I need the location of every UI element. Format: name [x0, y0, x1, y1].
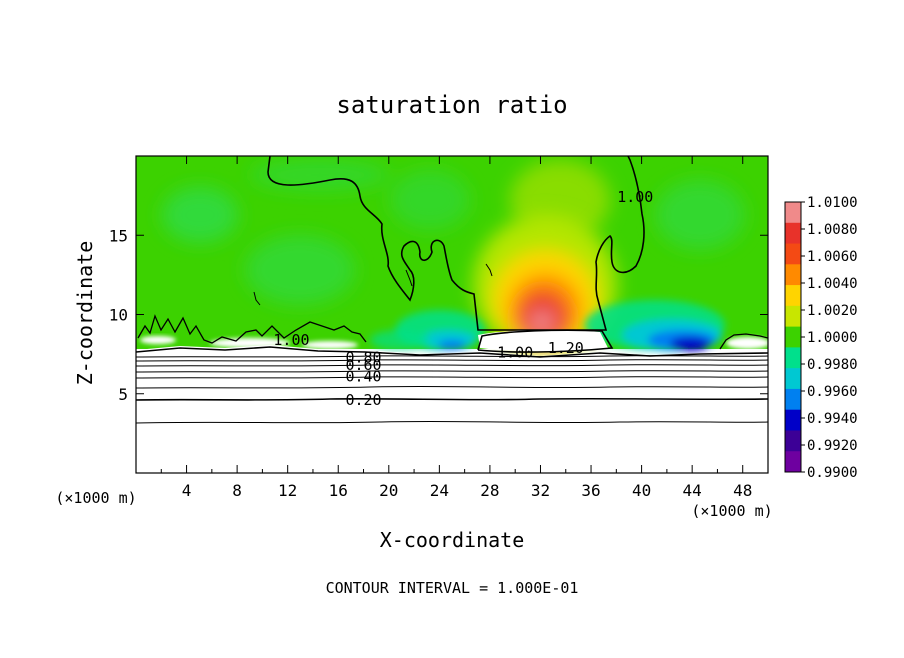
- colorbar: 1.0100 1.0080 1.0060 1.0040 1.0020 1.0000 0.99…: [784, 195, 858, 481]
- x-axis: 4 8 12 16 20 24 28 32 36 40 44 48: [160, 156, 752, 500]
- colorbar-swatch: [785, 264, 801, 286]
- colorbar-tick-label: 0.9940: [807, 411, 858, 427]
- x-tick-label: 40: [632, 481, 651, 500]
- x-tick-label: 12: [278, 481, 297, 500]
- x-axis-label: X-coordinate: [380, 528, 525, 552]
- contour-label: 0.20: [345, 391, 381, 409]
- x-tick-label: 16: [329, 481, 348, 500]
- y-axis: 5 10 15: [109, 226, 768, 404]
- colorbar-swatch: [785, 368, 801, 390]
- colorbar-swatch: [785, 326, 801, 348]
- x-tick-label: 48: [733, 481, 752, 500]
- colorbar-tick-label: 0.9980: [807, 357, 858, 373]
- colorbar-tick-label: 1.0000: [807, 330, 858, 346]
- y-axis-label: Z-coordinate: [73, 241, 97, 386]
- y-tick-label: 10: [109, 306, 128, 325]
- contour-lines: [136, 156, 768, 424]
- saturation-field: [136, 156, 768, 473]
- contour-label: 1.00: [273, 331, 309, 349]
- colorbar-swatch: [785, 430, 801, 452]
- contour-labels: 0.20 0.400.600.80 1.00 1.00 1.20 1.00: [273, 188, 653, 409]
- colorbar-swatch: [785, 388, 801, 411]
- colorbar-swatch: [785, 347, 801, 369]
- colorbar-swatch: [785, 409, 801, 431]
- colorbar-swatch: [785, 222, 801, 245]
- colorbar-swatch: [785, 202, 801, 224]
- colorbar-tick-label: 1.0040: [807, 276, 858, 292]
- x-axis-unit-left: (×1000 m): [55, 489, 136, 507]
- contour-label: 1.00: [497, 344, 533, 362]
- colorbar-tick-label: 1.0020: [807, 303, 858, 319]
- colorbar-swatch: [785, 305, 801, 328]
- colorbar-tick-label: 1.0060: [807, 249, 858, 265]
- x-tick-label: 8: [232, 481, 242, 500]
- colorbar-swatch: [785, 451, 801, 473]
- x-tick-label: 24: [430, 481, 449, 500]
- contour-label: 1.00: [617, 188, 653, 206]
- x-tick-label: 32: [531, 481, 550, 500]
- contour-label: 1.20: [548, 339, 584, 357]
- x-tick-label: 44: [683, 481, 702, 500]
- x-tick-label: 4: [182, 481, 192, 500]
- y-tick-label: 15: [109, 226, 128, 245]
- contour-label: 0.60: [345, 356, 381, 374]
- colorbar-swatch: [785, 243, 801, 265]
- colorbar-swatch: [785, 285, 801, 307]
- contour-label: 0.80: [345, 348, 381, 366]
- y-tick-label: 5: [118, 385, 128, 404]
- chart-title: saturation ratio: [336, 91, 567, 119]
- colorbar-tick-label: 1.0080: [807, 222, 858, 238]
- x-tick-label: 36: [581, 481, 600, 500]
- x-axis-unit-right: (×1000 m): [691, 502, 772, 520]
- colorbar-tick-label: 0.9900: [807, 465, 858, 481]
- colorbar-tick-label: 0.9920: [807, 438, 858, 454]
- colorbar-tick-label: 1.0100: [807, 195, 858, 211]
- contour-label: 0.40: [345, 367, 381, 385]
- x-tick-label: 28: [480, 481, 499, 500]
- colorbar-tick-label: 0.9960: [807, 384, 858, 400]
- x-tick-label: 20: [379, 481, 398, 500]
- contour-interval-note: CONTOUR INTERVAL = 1.000E-01: [326, 579, 579, 597]
